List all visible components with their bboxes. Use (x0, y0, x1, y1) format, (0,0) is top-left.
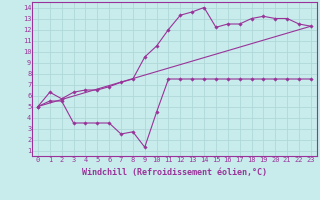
X-axis label: Windchill (Refroidissement éolien,°C): Windchill (Refroidissement éolien,°C) (82, 168, 267, 177)
